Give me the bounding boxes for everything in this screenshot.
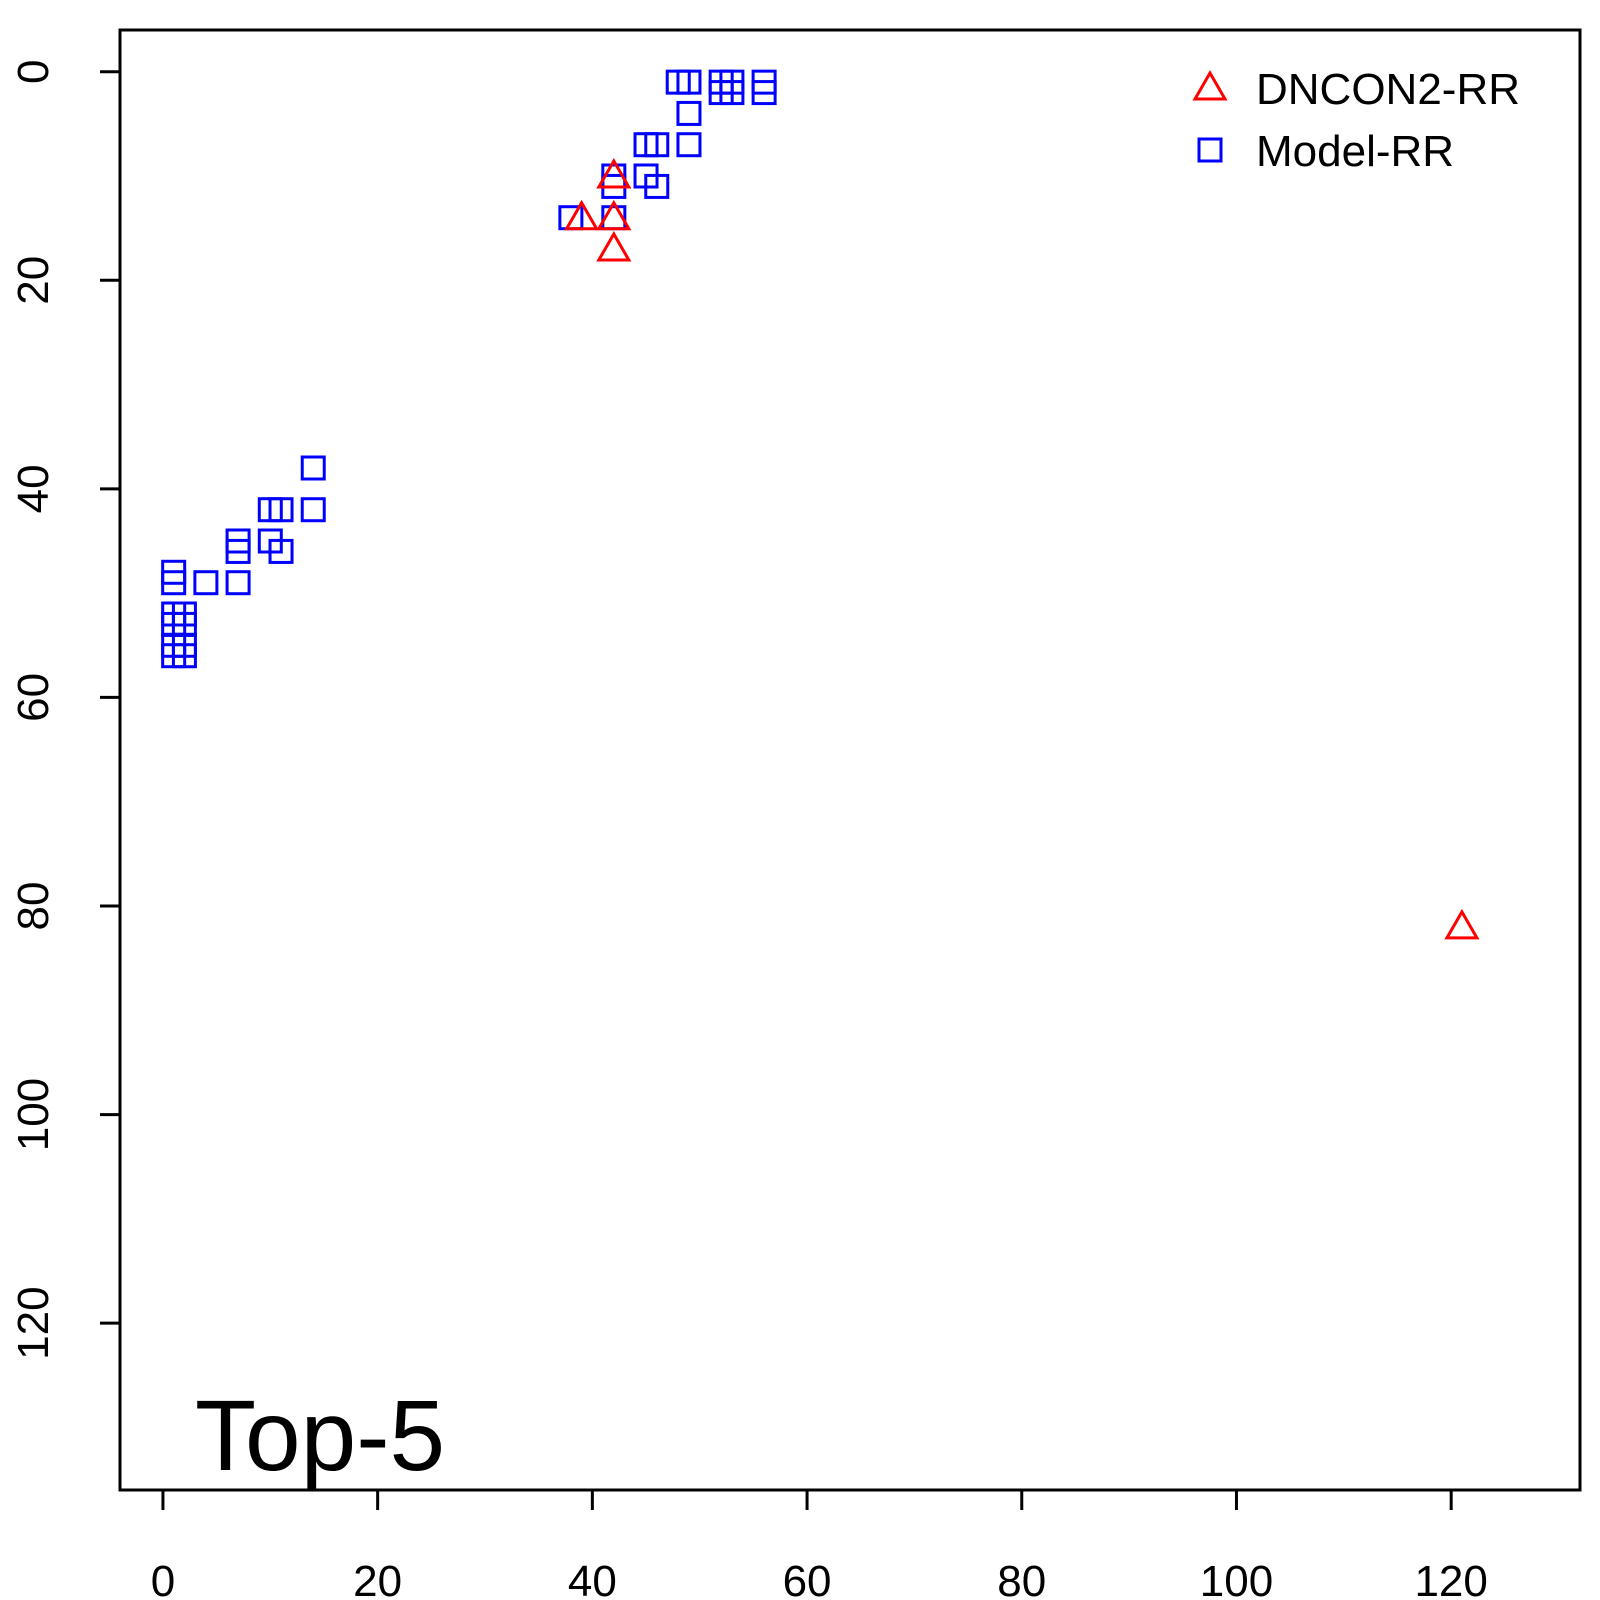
x-tick-label: 0 bbox=[151, 1557, 175, 1600]
square-point bbox=[644, 132, 670, 158]
data-points bbox=[161, 69, 1480, 940]
square-point bbox=[161, 570, 187, 596]
y-axis: 0 20 40 60 80 100 120 bbox=[9, 59, 122, 1360]
square-point bbox=[193, 570, 219, 596]
triangle-point bbox=[596, 199, 632, 231]
square-point bbox=[268, 497, 294, 523]
x-tick-label: 60 bbox=[783, 1557, 832, 1600]
square-point bbox=[171, 643, 197, 669]
legend-square-icon bbox=[1197, 137, 1223, 163]
series-model-rr bbox=[161, 69, 777, 669]
y-tick-label: 40 bbox=[9, 464, 58, 513]
square-point bbox=[676, 100, 702, 126]
panel-annotation: Top-5 bbox=[195, 1380, 445, 1492]
x-tick-label: 80 bbox=[997, 1557, 1046, 1600]
y-tick-label: 80 bbox=[9, 882, 58, 931]
square-point bbox=[300, 455, 326, 481]
square-point bbox=[225, 538, 251, 564]
y-tick-label: 120 bbox=[9, 1286, 58, 1359]
x-tick-label: 120 bbox=[1414, 1557, 1487, 1600]
square-point bbox=[268, 538, 294, 564]
triangle-point bbox=[564, 199, 600, 231]
y-tick-label: 60 bbox=[9, 673, 58, 722]
square-point bbox=[751, 69, 777, 95]
square-point bbox=[644, 173, 670, 199]
square-point bbox=[676, 69, 702, 95]
square-point bbox=[225, 570, 251, 596]
triangle-point bbox=[1444, 908, 1480, 940]
legend-label: Model-RR bbox=[1256, 127, 1454, 176]
triangle-point bbox=[596, 230, 632, 262]
legend-triangle-icon bbox=[1192, 69, 1228, 101]
square-point bbox=[676, 132, 702, 158]
x-axis: 0 20 40 60 80 100 120 bbox=[151, 1488, 1488, 1600]
y-tick-label: 0 bbox=[9, 59, 58, 83]
series-dncon2-rr bbox=[564, 157, 1480, 940]
legend: DNCON2-RR Model-RR bbox=[1192, 65, 1520, 176]
plot-frame bbox=[118, 28, 1582, 1492]
x-tick-label: 20 bbox=[353, 1557, 402, 1600]
y-tick-label: 20 bbox=[9, 256, 58, 305]
triangle-point bbox=[596, 157, 632, 189]
square-point bbox=[719, 69, 745, 95]
square-point bbox=[300, 497, 326, 523]
legend-label: DNCON2-RR bbox=[1256, 65, 1520, 114]
x-tick-label: 40 bbox=[568, 1557, 617, 1600]
y-tick-label: 100 bbox=[9, 1078, 58, 1151]
x-tick-label: 100 bbox=[1200, 1557, 1273, 1600]
